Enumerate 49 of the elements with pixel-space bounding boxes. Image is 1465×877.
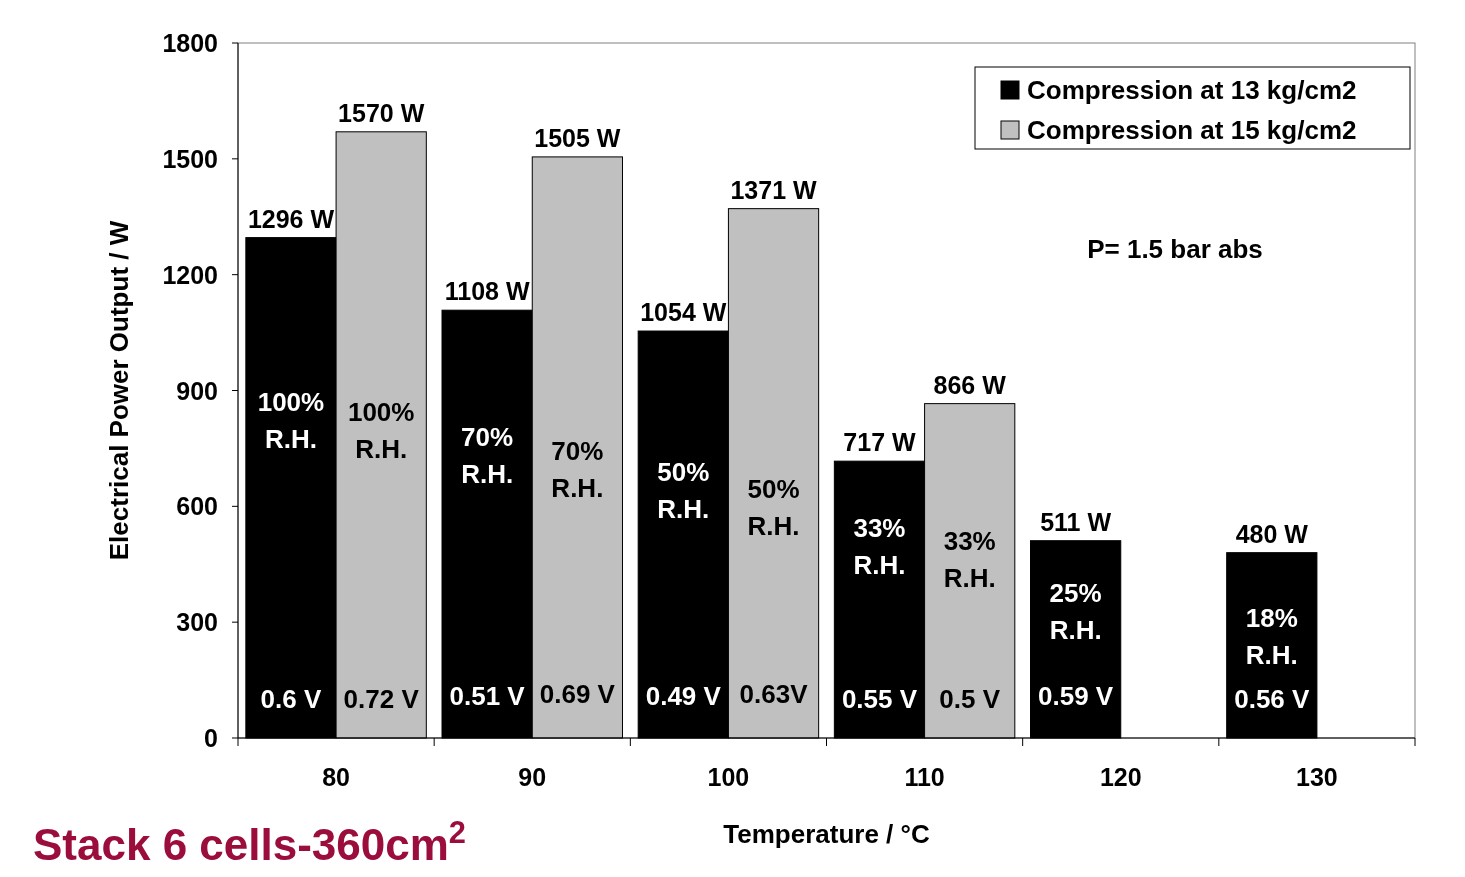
y-tick-label: 0: [204, 724, 218, 752]
x-tick-label: 130: [1296, 763, 1338, 791]
annotation: 0.49 V: [645, 680, 722, 711]
data-label: 511 W: [1040, 507, 1112, 536]
data-label: 717 W: [843, 428, 916, 457]
x-tick-label: 100: [707, 763, 750, 791]
data-label: 1296 W: [247, 204, 335, 233]
annotation: 0.69 V: [539, 678, 616, 709]
annotation: 50% R.H.: [657, 456, 710, 524]
data-label: 1054 W: [640, 298, 727, 327]
legend-label: Compression at 13 kg/cm2: [1027, 75, 1357, 105]
y-tick-label: 1200: [162, 260, 218, 289]
data-label: 480 W: [1235, 519, 1309, 548]
annotation: 70% R.H.: [461, 421, 514, 489]
x-tick-label: 110: [904, 763, 945, 791]
annotation: 0.72 V: [343, 684, 420, 715]
x-tick-label: 90: [518, 763, 547, 791]
data-label: 1371 W: [730, 175, 818, 204]
legend-label: Compression at 15 kg/cm2: [1027, 115, 1357, 145]
annotation: 0.63V: [739, 678, 809, 709]
data-label: 1108 W: [444, 277, 530, 306]
annotation: 100% R.H.: [347, 396, 415, 464]
annotation: 50% R.H.: [747, 474, 800, 542]
text: Stack 6 cells-360cm$^{2}$: [33, 814, 466, 869]
annotation: 33% R.H.: [943, 526, 996, 594]
annotation: 0.59 V: [1038, 680, 1114, 711]
y-tick-label: 900: [176, 376, 218, 405]
annotation: 0.55 V: [841, 684, 918, 715]
annotation: 0.5 V: [939, 684, 1001, 715]
annotation: 0.51 V: [449, 680, 526, 711]
annotation: 0.6 V: [260, 684, 322, 715]
x-axis-title: Temperature / °C: [723, 819, 930, 849]
annotation: 0.56 V: [1234, 684, 1311, 715]
annotation: 70% R.H.: [551, 436, 604, 504]
x-tick-label: 120: [1099, 763, 1142, 791]
data-label: 866 W: [933, 370, 1007, 399]
annotation: 25% R.H.: [1049, 578, 1102, 646]
y-tick-label: 1800: [162, 29, 218, 57]
x-tick-label: 80: [322, 763, 350, 791]
y-tick-label: 600: [176, 492, 218, 521]
annotation: 33% R.H.: [853, 513, 906, 581]
y-tick-label: 300: [176, 608, 218, 637]
data-label: 1505 W: [534, 123, 621, 152]
annotation: 100% R.H.: [257, 386, 325, 454]
annotation: 18% R.H.: [1245, 603, 1298, 671]
y-axis-title: Electrical Power Output / W: [104, 220, 134, 561]
annotation: P= 1.5 bar abs: [1087, 234, 1263, 264]
data-label: 1570 W: [338, 98, 425, 127]
y-tick-label: 1500: [162, 144, 218, 173]
